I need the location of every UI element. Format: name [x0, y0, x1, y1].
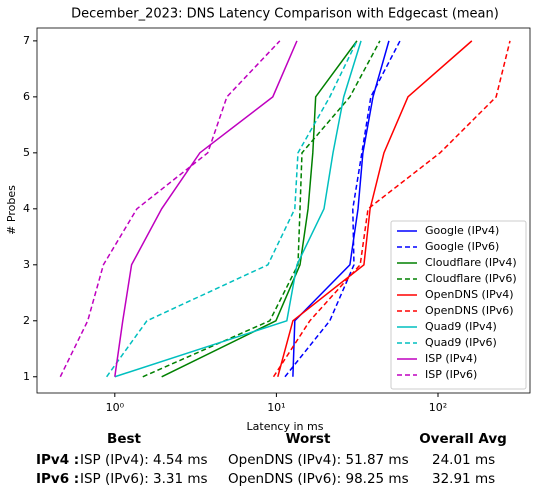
chart-title: December_2023: DNS Latency Comparison wi…	[71, 7, 499, 22]
legend-label: Google (IPv6)	[425, 240, 499, 253]
summary-header: Worst	[286, 431, 331, 447]
x-tick-label: 10²	[429, 401, 447, 414]
series-line	[59, 40, 281, 378]
legend-label: Quad9 (IPv4)	[425, 320, 497, 333]
x-tick-label: 10¹	[267, 401, 285, 414]
x-axis-label: Latency in ms	[247, 420, 324, 433]
series-line	[277, 40, 473, 377]
legend-label: Google (IPv4)	[425, 224, 499, 237]
y-tick-label: 6	[23, 90, 30, 103]
summary-header: Overall Avg	[419, 431, 507, 447]
y-tick-label: 7	[23, 34, 30, 47]
series-line	[272, 40, 511, 378]
y-tick-label: 4	[23, 202, 30, 215]
y-axis-label: # Probes	[5, 185, 18, 235]
y-tick-label: 3	[23, 258, 30, 271]
summary-cell: OpenDNS (IPv6): 98.25 ms	[228, 471, 409, 487]
legend-label: ISP (IPv6)	[425, 368, 477, 381]
legend-label: Cloudflare (IPv6)	[425, 272, 517, 285]
row-label: IPv6 :	[36, 471, 79, 487]
summary-header: Best	[107, 431, 141, 447]
legend-label: OpenDNS (IPv6)	[425, 304, 514, 317]
legend-label: Quad9 (IPv6)	[425, 336, 497, 349]
y-tick-label: 5	[23, 146, 30, 159]
y-tick-label: 1	[23, 370, 30, 383]
plot-frame	[36, 27, 531, 394]
summary-cell: OpenDNS (IPv4): 51.87 ms	[228, 452, 409, 468]
series-line	[142, 40, 381, 378]
series-line	[161, 40, 358, 378]
legend-label: ISP (IPv4)	[425, 352, 477, 365]
x-tick-label: 10⁰	[106, 401, 125, 414]
series-line	[284, 40, 401, 378]
legend-label: Cloudflare (IPv4)	[425, 256, 517, 269]
y-tick-label: 2	[23, 314, 30, 327]
series-line	[114, 40, 298, 377]
row-label: IPv4 :	[36, 452, 79, 468]
summary-cell: 24.01 ms	[432, 452, 495, 468]
legend-label: OpenDNS (IPv4)	[425, 288, 514, 301]
summary-cell: ISP (IPv6): 3.31 ms	[80, 471, 208, 487]
series-line	[114, 40, 362, 378]
series-line	[292, 40, 390, 377]
legend-box	[390, 220, 527, 390]
series-line	[106, 40, 358, 378]
summary-cell: 32.91 ms	[432, 471, 495, 487]
summary-cell: ISP (IPv4): 4.54 ms	[80, 452, 208, 468]
